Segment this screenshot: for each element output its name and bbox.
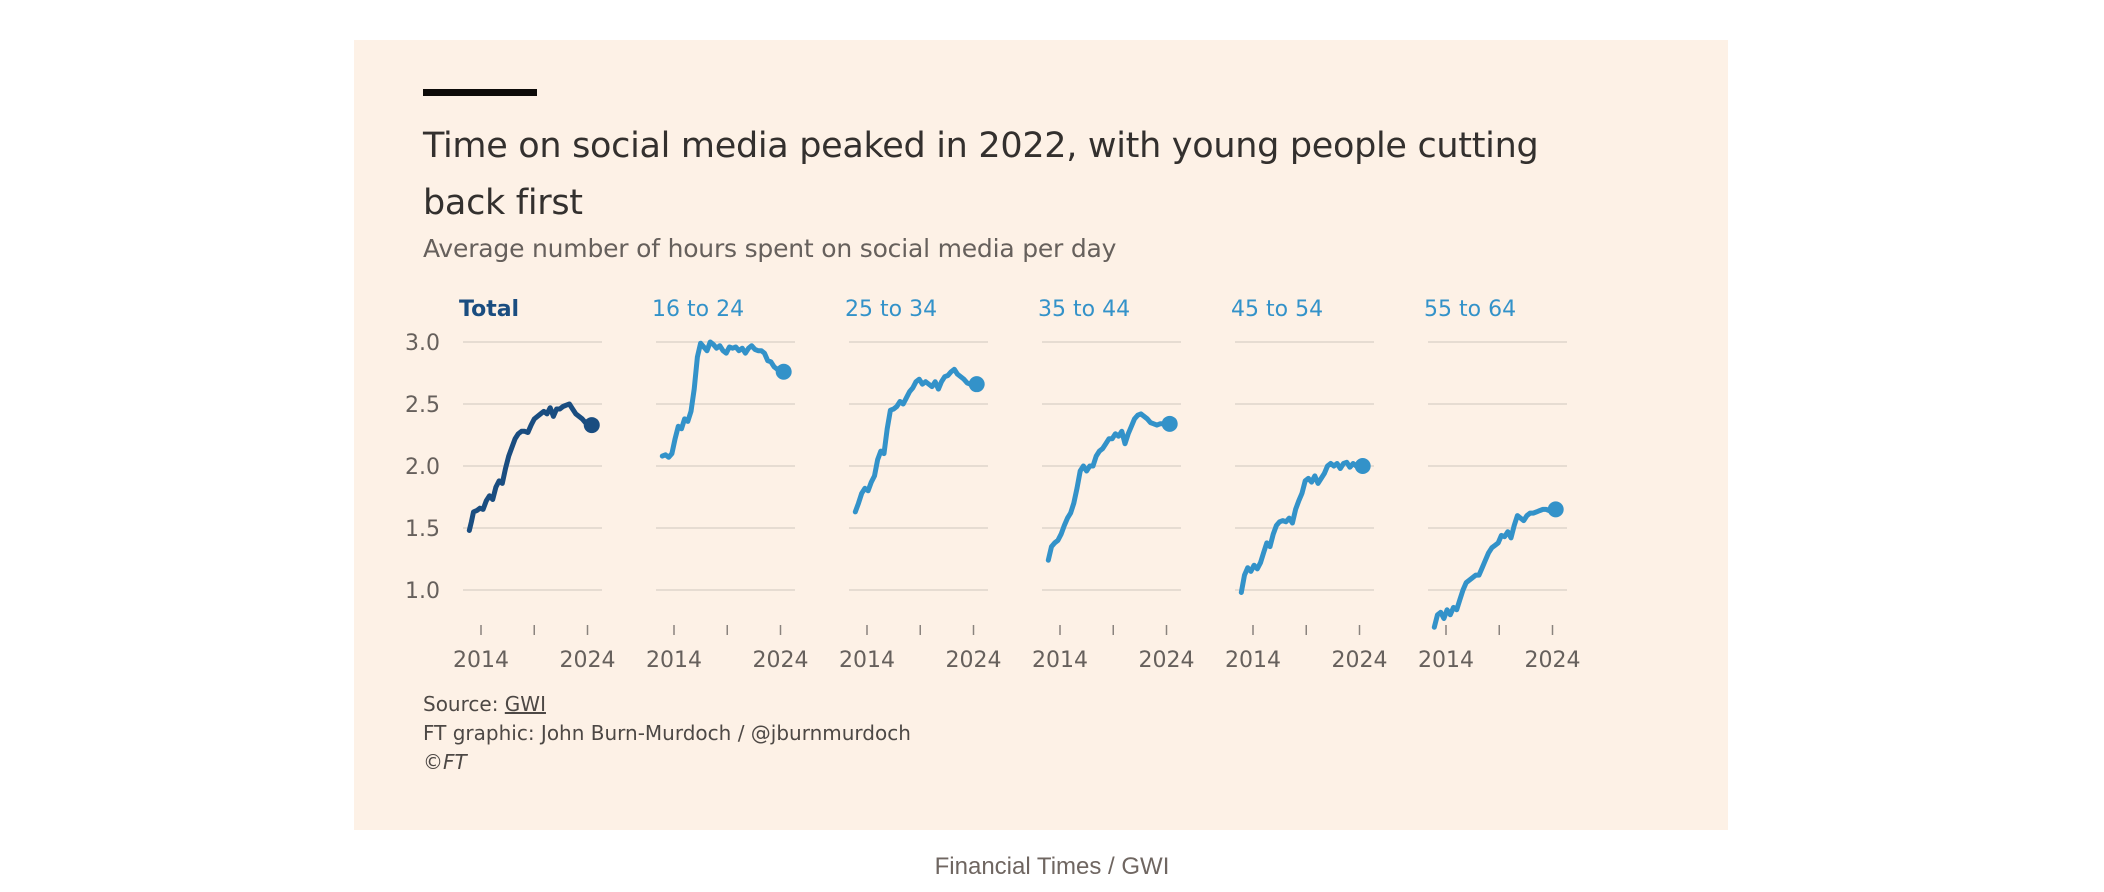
panel-label: 25 to 34 [845, 297, 937, 322]
series-line-35-to-44 [1045, 411, 1173, 563]
y-tick-label: 2.0 [405, 455, 440, 480]
panel-label: 45 to 54 [1231, 297, 1323, 322]
y-tick-label: 1.5 [405, 517, 440, 542]
y-tick-label: 3.0 [405, 331, 440, 356]
y-tick-label: 2.5 [405, 393, 440, 418]
series-end-dot [583, 417, 600, 434]
x-tick-label: 2014 [453, 648, 509, 673]
x-tick-label: 2024 [1139, 648, 1195, 673]
series-end-dot [1161, 415, 1178, 432]
image-caption: Financial Times / GWI [934, 853, 1170, 880]
x-tick-label: 2024 [946, 648, 1002, 673]
series-line-55-to-64 [1431, 506, 1559, 630]
panel-label: 16 to 24 [652, 297, 744, 322]
series-line-16-to-24 [659, 339, 787, 460]
source-label: Source: [423, 692, 505, 716]
x-tick-label: 2024 [560, 648, 616, 673]
source-line: Source: GWI [423, 690, 911, 719]
small-multiples-chart: 1.0 1.5 2.0 2.5 3.0 Total 2014 2024 16 to 24 2014… [405, 297, 1581, 673]
chart-title: Time on social media peaked in 2022, wit… [423, 126, 1539, 223]
ft-title-rule [423, 89, 537, 96]
panel-label: Total [459, 297, 519, 322]
panel-label: 55 to 64 [1424, 297, 1516, 322]
chart-card: Time on social media peaked in 2022, wit… [354, 40, 1728, 830]
x-tick-label: 2024 [1332, 648, 1388, 673]
x-tick-label: 2014 [1225, 648, 1281, 673]
copyright: ©FT [423, 750, 467, 774]
source-link[interactable]: GWI [504, 692, 546, 716]
series-line-45-to-54 [1238, 459, 1366, 595]
x-tick-label: 2014 [1032, 648, 1088, 673]
x-tick-label: 2014 [839, 648, 895, 673]
series-line-total [466, 401, 595, 533]
chart-subtitle: Average number of hours spent on social … [423, 234, 1117, 263]
y-tick-label: 1.0 [405, 579, 440, 604]
series-line-25-to-34 [852, 366, 980, 515]
series-end-dot [968, 376, 985, 393]
series-end-dot [775, 363, 792, 380]
x-tick-label: 2014 [646, 648, 702, 673]
series-end-dot [1354, 458, 1371, 474]
panel-label: 35 to 44 [1038, 297, 1130, 322]
chart-footer: Source: GWI FT graphic: John Burn-Murdoc… [423, 690, 911, 777]
x-tick-label: 2014 [1418, 648, 1474, 673]
x-tick-label: 2024 [753, 648, 809, 673]
graphic-credit: FT graphic: John Burn-Murdoch / @jburnmu… [423, 721, 911, 745]
series-end-dot [1547, 501, 1564, 518]
x-tick-label: 2024 [1525, 648, 1581, 673]
